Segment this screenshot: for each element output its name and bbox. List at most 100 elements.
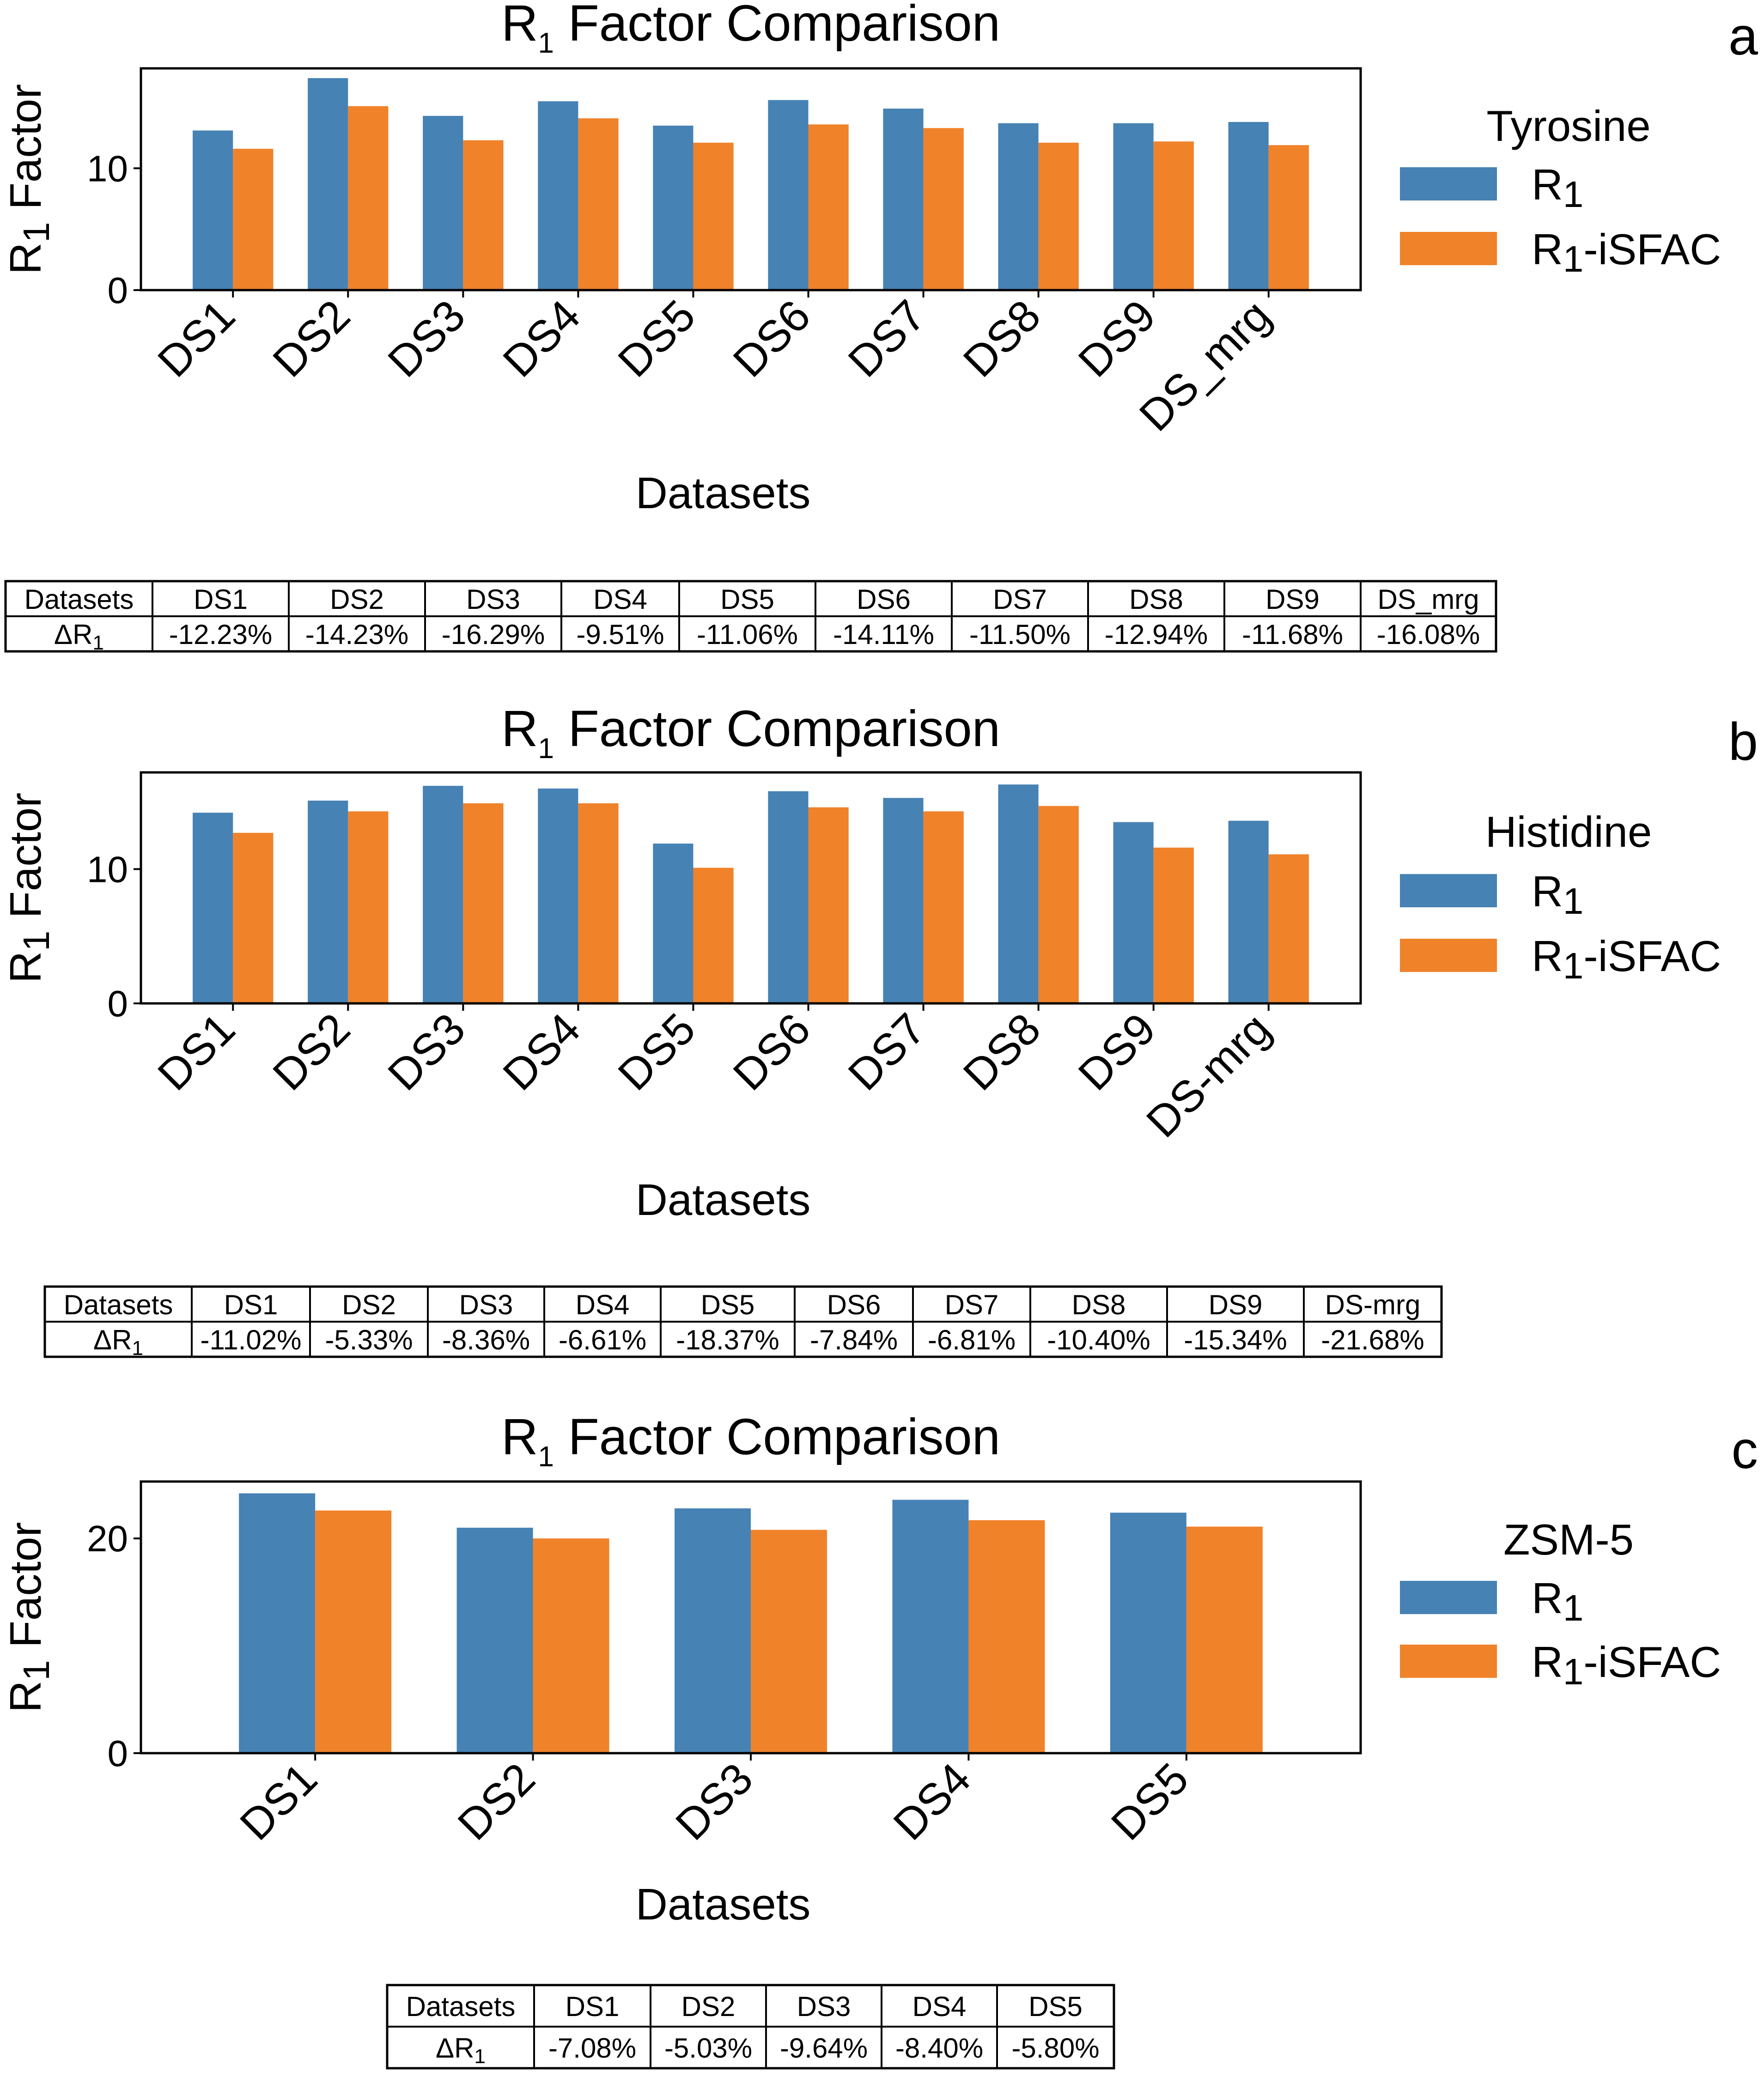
y-axis-label-main: R (1, 951, 50, 983)
table-value-cell: ΔR1 (436, 2033, 486, 2068)
bar-R1-DS7 (883, 798, 924, 1003)
table-value-cell: -11.68% (1242, 619, 1343, 650)
y-tick-label: 0 (108, 983, 128, 1024)
legend-swatch-R1-iSFAC (1400, 939, 1497, 972)
table-value-cell: -11.02% (200, 1324, 301, 1355)
legend-title: Tyrosine (1486, 102, 1650, 150)
bar-R1-DS5 (653, 844, 693, 1003)
plot-frame (140, 67, 1362, 292)
x-tick-label: DS1 (148, 1004, 244, 1100)
x-tick-label: DS3 (378, 291, 474, 387)
legend-label-main: R (1532, 1638, 1563, 1686)
legend-title: ZSM-5 (1503, 1515, 1634, 1564)
bar-R1-iSFAC-DS_mrg (1268, 145, 1309, 290)
bar-R1-DS4 (538, 101, 578, 290)
table-header-cell: Datasets (406, 1991, 516, 2022)
x-axis-label: Datasets (636, 1880, 811, 1929)
legend-label-subscript: 1 (1563, 945, 1584, 986)
table-header-cell: DS9 (1265, 584, 1320, 615)
bar-R1-DS-mrg (1228, 820, 1269, 1003)
table-header-cell: DS1 (194, 584, 248, 615)
legend-label-subscript: 1 (1563, 1587, 1584, 1628)
y-tick-label: 20 (87, 1518, 128, 1559)
delta-r1-table: Datasets ΔR1 DS1 -7.08% DS2 -5.03% DS3 -9.64% DS… (386, 1984, 1115, 2070)
x-tick-label: DS7 (839, 1004, 935, 1100)
table-header-cell: DS6 (857, 584, 911, 615)
legend-label-rest: -iSFAC (1583, 1638, 1721, 1686)
legend-label-subscript: 1 (1563, 1651, 1584, 1692)
bar-R1-DS7 (883, 109, 924, 291)
bar-R1-iSFAC-DS5 (1186, 1526, 1263, 1753)
table-header-cell: DS8 (1072, 1289, 1126, 1320)
table-header-cell: DS6 (827, 1289, 881, 1320)
x-tick-label: DS5 (609, 1004, 705, 1100)
bar-R1-DS4 (538, 788, 578, 1003)
table-value-cell: -12.94% (1105, 619, 1208, 650)
y-axis-label: R1 Factor (1, 84, 57, 275)
chart-title-subscript: 1 (538, 27, 554, 59)
y-axis-label-rest: Factor (1, 793, 50, 931)
table-header-cell: DS8 (1129, 584, 1183, 615)
table-header-cell: DS4 (576, 1289, 630, 1320)
table-row-label-main: ΔR (54, 619, 92, 650)
legend-label-main: R (1532, 932, 1563, 980)
delta-r1-table: Datasets ΔR1 DS1 -12.23% DS2 -14.23% DS3 -16.29… (4, 580, 1497, 654)
legend-label-subscript: 1 (1563, 881, 1584, 922)
legend-label-R1-iSFAC: R1-iSFAC (1532, 1638, 1721, 1692)
x-tick-label: DS6 (724, 1004, 820, 1100)
legend-label-R1: R1 (1532, 867, 1583, 922)
chart-title: R1 Factor Comparison (501, 0, 1000, 59)
bar-R1-DS1 (193, 130, 233, 290)
legend-label-main: R (1532, 160, 1563, 209)
table-header-cell: DS1 (224, 1289, 278, 1320)
table-header-cell: DS5 (701, 1289, 755, 1320)
x-axis-label: Datasets (636, 468, 811, 518)
table-value-cell: -7.08% (548, 2033, 636, 2064)
x-tick-label: DS-mrg (1137, 1004, 1280, 1147)
chart-title-main: R (501, 700, 538, 757)
bar-R1-iSFAC-DS4 (968, 1520, 1045, 1753)
bar-R1-DS8 (998, 123, 1039, 290)
bar-R1-DS8 (998, 784, 1039, 1003)
table-value-cell: ΔR1 (93, 1324, 143, 1360)
legend-label-main: R (1532, 867, 1563, 916)
bar-R1-iSFAC-DS1 (315, 1510, 392, 1753)
legend-label-main: R (1532, 225, 1563, 273)
chart-title-rest: Factor Comparison (554, 0, 1000, 52)
table-value-cell: -14.23% (305, 619, 408, 650)
legend-label-R1-iSFAC: R1-iSFAC (1532, 932, 1721, 986)
bar-R1-iSFAC-DS6 (808, 807, 849, 1003)
table-value-cell: -12.23% (169, 619, 272, 650)
table-value-cell: -7.84% (810, 1324, 898, 1355)
x-tick-label: DS2 (263, 1004, 359, 1100)
x-tick-label: DS4 (494, 1004, 590, 1100)
legend-label-R1: R1 (1532, 1574, 1583, 1628)
x-tick-label: DS9 (1069, 291, 1165, 387)
bar-R1-DS1 (193, 813, 233, 1003)
x-tick-label: DS2 (263, 291, 359, 387)
chart-title-rest: Factor Comparison (554, 1409, 1000, 1465)
bar-R1-DS5 (653, 125, 693, 290)
bar-R1-iSFAC-DS5 (693, 868, 734, 1003)
legend-title: Histidine (1485, 808, 1652, 856)
bar-R1-DS3 (675, 1508, 751, 1753)
y-tick-label: 0 (108, 270, 128, 311)
table-header-cell: DS7 (993, 584, 1047, 615)
bar-R1-DS6 (768, 791, 809, 1003)
table-header-cell: DS4 (593, 584, 647, 615)
x-tick-label: DS9 (1069, 1004, 1165, 1100)
bar-R1-iSFAC-DS9 (1153, 847, 1194, 1003)
table-value-cell: -11.06% (697, 619, 798, 650)
y-axis-label-main: R (1, 1681, 50, 1713)
bar-R1-iSFAC-DS3 (463, 803, 504, 1003)
table-value-cell: -16.29% (442, 619, 545, 650)
table-value-cell: -5.80% (1011, 2033, 1099, 2064)
chart-title: R1 Factor Comparison (501, 700, 1000, 765)
bar-R1-DS6 (768, 100, 809, 291)
bar-R1-DS5 (1110, 1512, 1186, 1753)
y-axis-label-rest: Factor (1, 84, 50, 222)
